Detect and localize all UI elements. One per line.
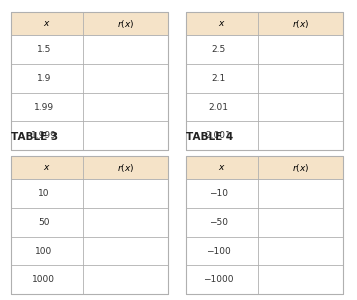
Text: 2.5: 2.5: [211, 45, 226, 54]
Text: 2.001: 2.001: [206, 131, 231, 140]
Bar: [186, 156, 343, 179]
Text: TABLE 3: TABLE 3: [11, 132, 58, 142]
Text: $\mathit{x}$: $\mathit{x}$: [43, 163, 51, 172]
Bar: [11, 156, 168, 179]
Text: TABLE 4: TABLE 4: [186, 132, 233, 142]
Text: −50: −50: [209, 218, 228, 227]
Text: 1.9: 1.9: [36, 74, 51, 83]
Text: $r(x)$: $r(x)$: [117, 162, 134, 174]
Text: 1.5: 1.5: [36, 45, 51, 54]
Text: 2.1: 2.1: [211, 74, 226, 83]
Text: $r(x)$: $r(x)$: [292, 18, 309, 30]
Text: −10: −10: [209, 189, 228, 198]
Text: $r(x)$: $r(x)$: [292, 162, 309, 174]
Text: 2.01: 2.01: [208, 103, 228, 112]
Text: $\mathit{x}$: $\mathit{x}$: [218, 19, 226, 28]
Bar: [186, 179, 343, 294]
Text: $\mathit{x}$: $\mathit{x}$: [218, 163, 226, 172]
Text: 1000: 1000: [32, 275, 55, 284]
Bar: [186, 35, 343, 150]
Bar: [11, 12, 168, 35]
Text: 100: 100: [35, 247, 52, 256]
Text: −1000: −1000: [203, 275, 234, 284]
Bar: [11, 179, 168, 294]
Text: 1.999: 1.999: [31, 131, 57, 140]
Bar: [11, 35, 168, 150]
Text: 1.99: 1.99: [34, 103, 54, 112]
Text: 50: 50: [38, 218, 50, 227]
Bar: [186, 12, 343, 35]
Text: $r(x)$: $r(x)$: [117, 18, 134, 30]
Text: −100: −100: [206, 247, 231, 256]
Text: $\mathit{x}$: $\mathit{x}$: [43, 19, 51, 28]
Text: 10: 10: [38, 189, 50, 198]
